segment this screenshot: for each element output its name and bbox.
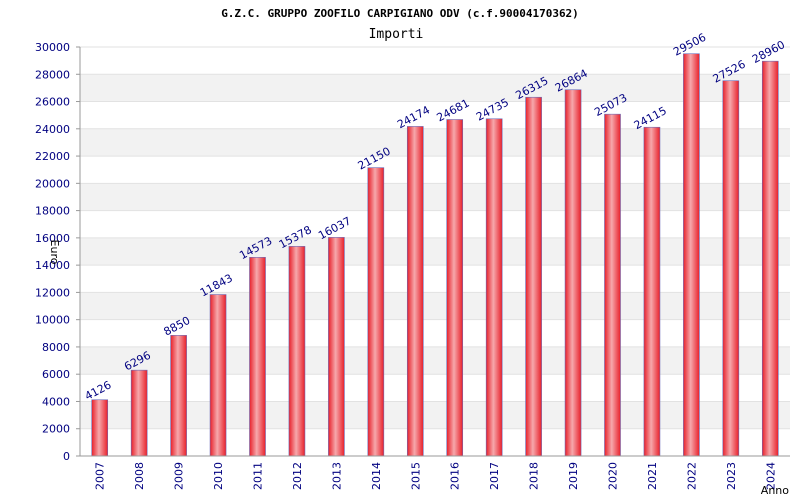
x-tick-label-2018: 2018 — [528, 462, 541, 490]
y-tick-label: 28000 — [35, 68, 70, 81]
y-tick-label: 0 — [63, 450, 70, 463]
bar-2007 — [91, 399, 109, 457]
y-tick-label: 18000 — [35, 205, 70, 218]
bar-2023 — [722, 80, 740, 457]
y-tick-label: 2000 — [42, 423, 70, 436]
y-axis-label: Euro — [48, 240, 61, 265]
x-tick-label-2007: 2007 — [94, 462, 107, 490]
x-tick-label-2017: 2017 — [488, 462, 501, 490]
bar-2009 — [170, 335, 187, 457]
bars — [91, 53, 779, 457]
x-tick-label-2020: 2020 — [607, 462, 620, 490]
chart-title: G.Z.C. GRUPPO ZOOFILO CARPIGIANO ODV (c.… — [221, 7, 579, 20]
grid-band — [80, 128, 790, 157]
y-tick-label: 10000 — [35, 314, 70, 327]
data-label-2007: 4126 — [83, 378, 114, 403]
bar-2024 — [761, 60, 779, 457]
x-tick-label-2021: 2021 — [646, 462, 659, 490]
bar-2018 — [525, 96, 542, 457]
grid-band — [80, 183, 790, 211]
y-tick-label: 12000 — [35, 286, 70, 299]
axes — [79, 47, 790, 457]
x-tick-label-2009: 2009 — [173, 462, 186, 490]
x-tick-label-2008: 2008 — [133, 462, 146, 490]
grid-band — [80, 292, 790, 320]
bar-2022 — [683, 53, 700, 457]
y-tick-label: 30000 — [35, 41, 70, 54]
bar-2010 — [209, 294, 227, 457]
bar-2011 — [249, 257, 266, 457]
y-tick-label: 4000 — [42, 395, 70, 408]
y-tick-label: 6000 — [42, 368, 70, 381]
x-tick-label-2024: 2024 — [764, 462, 777, 490]
bar-2008 — [130, 369, 148, 457]
bar-2020 — [604, 113, 621, 457]
x-tick-label-2016: 2016 — [449, 462, 462, 490]
y-tick-label: 20000 — [35, 177, 70, 190]
x-tick-labels: 2007 2008 2009 2010 2011 2012 2013 2014 2015 2016… — [94, 462, 778, 490]
x-tick-label-2012: 2012 — [291, 462, 304, 490]
y-tick-label: 26000 — [35, 96, 70, 109]
bar-2013 — [328, 237, 345, 457]
x-tick-label-2011: 2011 — [252, 462, 265, 490]
y-tick-label: 24000 — [35, 123, 70, 136]
bar-2017 — [485, 118, 503, 457]
y-tick-label: 22000 — [35, 150, 70, 163]
grid-band — [80, 74, 790, 102]
chart-subtitle: Importi — [369, 27, 424, 42]
x-tick-label-2014: 2014 — [370, 462, 383, 490]
x-tick-label-2010: 2010 — [212, 462, 225, 490]
bar-2012 — [288, 246, 306, 457]
bar-2021 — [643, 126, 661, 457]
x-tick-label-2013: 2013 — [330, 462, 343, 490]
bar-2015 — [406, 126, 424, 457]
bar-2016 — [446, 119, 464, 457]
x-tick-label-2015: 2015 — [409, 462, 422, 490]
y-tick-label: 8000 — [42, 341, 70, 354]
x-tick-label-2022: 2022 — [685, 462, 698, 490]
y-tick-label: 16000 — [35, 232, 70, 245]
grid — [76, 46, 790, 457]
bar-2019 — [564, 89, 582, 457]
y-tick-label: 14000 — [35, 259, 70, 272]
bar-2014 — [367, 167, 385, 457]
grid-band — [80, 346, 790, 375]
x-tick-label-2019: 2019 — [567, 462, 580, 490]
y-tick-labels: 0 2000 4000 6000 8000 10000 12000 14000 16000 180… — [35, 41, 70, 463]
grid-band — [80, 401, 790, 429]
grid-band — [80, 237, 790, 266]
x-tick-label-2023: 2023 — [725, 462, 738, 490]
x-axis-label: Anno — [761, 484, 789, 497]
